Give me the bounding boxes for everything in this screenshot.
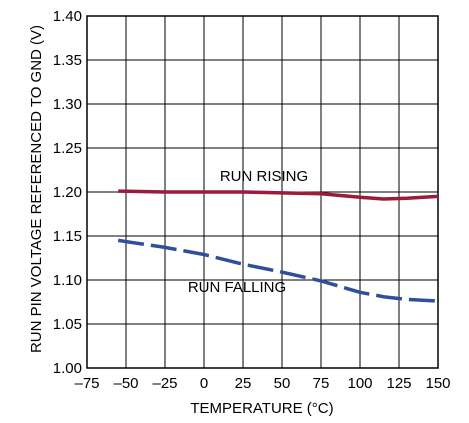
x-tick-label: –50 xyxy=(113,375,138,392)
y-tick-label: 1.05 xyxy=(53,316,82,333)
x-tick-label: –75 xyxy=(74,375,99,392)
x-tick-label: 150 xyxy=(425,375,450,392)
series-label-run-rising: RUN RISING xyxy=(220,168,308,185)
x-tick-labels: –75 –50 –25 0 25 50 75 100 125 150 xyxy=(74,375,450,392)
series-line-run-rising xyxy=(118,189,439,201)
y-tick-label: 1.30 xyxy=(53,96,82,113)
y-tick-label: 1.40 xyxy=(53,8,82,25)
series-line-run-falling xyxy=(117,238,439,303)
plot-frame xyxy=(86,15,439,369)
x-tick-label: 125 xyxy=(386,375,411,392)
y-tick-label: 1.15 xyxy=(53,228,82,245)
y-tick-label: 1.20 xyxy=(53,184,82,201)
series-layer xyxy=(117,189,439,303)
y-tick-label: 1.10 xyxy=(53,272,82,289)
x-tick-label: 25 xyxy=(235,375,252,392)
x-tick-label: –25 xyxy=(152,375,177,392)
y-tick-labels: 1.00 1.05 1.10 1.15 1.20 1.25 1.30 1.35 1.40 xyxy=(53,8,82,377)
y-tick-label: 1.25 xyxy=(53,140,82,157)
x-tick-label: 0 xyxy=(200,375,208,392)
x-tick-label: 75 xyxy=(313,375,330,392)
x-tick-label: 50 xyxy=(274,375,291,392)
y-tick-label: 1.00 xyxy=(53,360,82,377)
y-tick-label: 1.35 xyxy=(53,52,82,69)
x-axis-title: TEMPERATURE (°C) xyxy=(190,400,333,417)
x-tick-label: 100 xyxy=(347,375,372,392)
y-axis-title: RUN PIN VOLTAGE REFERENCED TO GND (V) xyxy=(28,25,45,353)
series-label-run-falling: RUN FALLING xyxy=(188,279,286,296)
